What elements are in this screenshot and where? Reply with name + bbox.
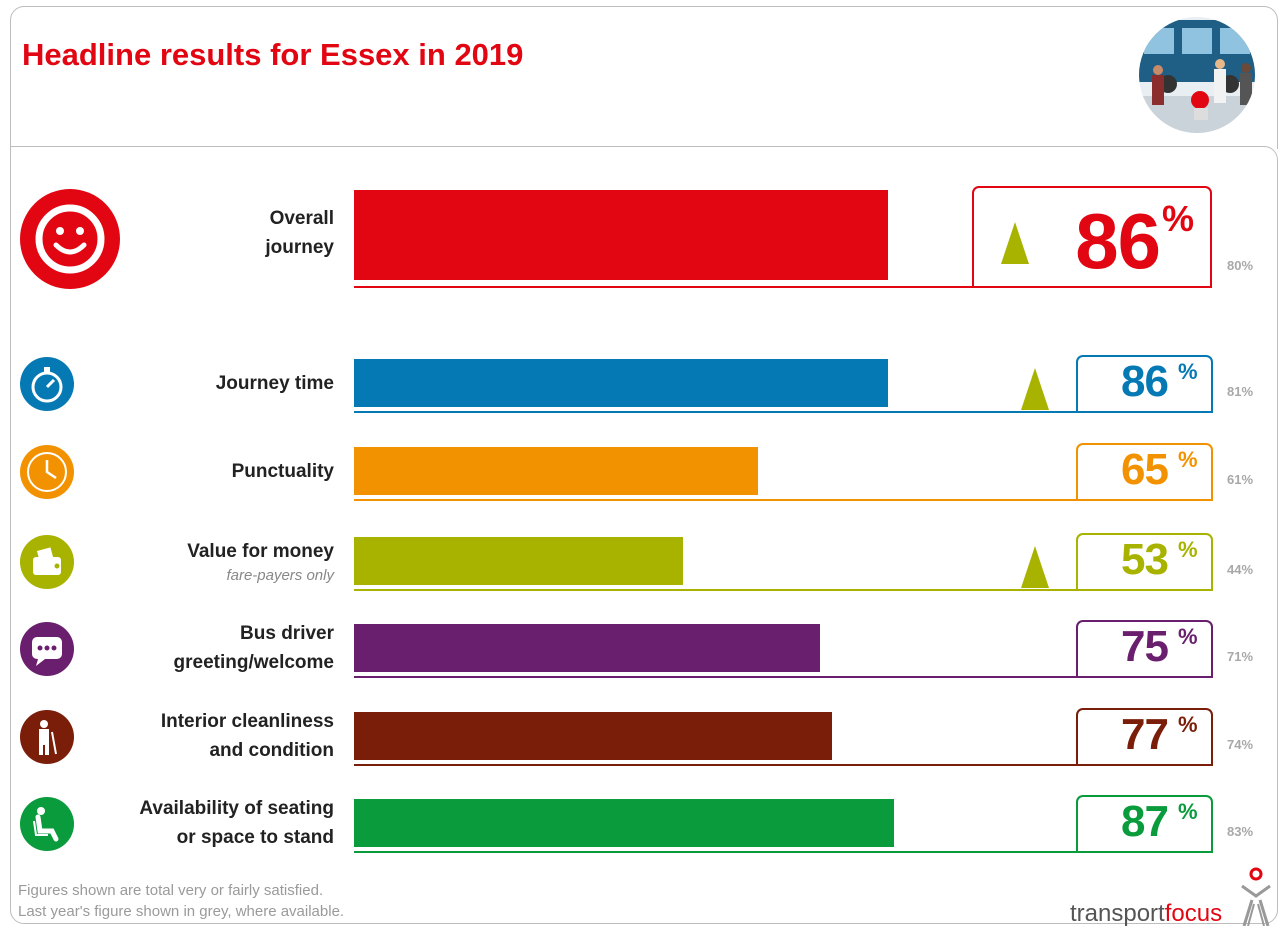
bar	[354, 190, 888, 280]
value-label: 65	[1121, 445, 1169, 494]
category-label: Interior cleanliness and condition	[161, 707, 334, 765]
category-label-line: Punctuality	[231, 460, 334, 482]
footnote-line-1: Figures shown are total very or fairly s…	[18, 882, 324, 899]
increase-arrow-icon	[1021, 368, 1049, 410]
footnote-line-2: Last year's figure shown in grey, where …	[18, 903, 345, 920]
percent-sign: %	[1178, 537, 1198, 562]
clock-icon	[18, 443, 76, 506]
percent-sign: %	[1178, 359, 1198, 384]
bar	[354, 537, 683, 585]
bar-baseline	[354, 851, 1213, 853]
bus-passengers-photo	[1139, 17, 1255, 133]
increase-arrow-icon	[1001, 222, 1029, 264]
previous-year-value: 61%	[1227, 472, 1254, 487]
bar	[354, 624, 820, 672]
value-label: 87	[1121, 797, 1169, 846]
category-label: Availability of seating or space to stand	[139, 794, 334, 852]
bar-baseline	[354, 589, 1213, 591]
percent-sign: %	[1162, 198, 1195, 239]
transportfocus-logo	[1241, 867, 1271, 926]
previous-year-value: 44%	[1227, 562, 1254, 577]
value-label: 86	[1121, 357, 1169, 406]
cleaner-icon	[18, 708, 76, 771]
category-sublabel: fare-payers only	[226, 566, 334, 584]
bar-baseline	[354, 286, 1212, 288]
value-label: 86	[1075, 197, 1161, 285]
brand-part-1: transport	[1070, 900, 1165, 927]
increase-arrow-icon	[1021, 546, 1049, 588]
bar	[354, 447, 758, 495]
brand-wordmark: transportfocus	[1070, 900, 1222, 928]
value-box	[1076, 533, 1213, 589]
previous-year-value: 80%	[1227, 258, 1254, 273]
brand-part-2: focus	[1164, 900, 1223, 927]
category-label-line: or space to stand	[176, 827, 334, 848]
stopwatch-icon	[18, 355, 76, 418]
page-title: Headline results for Essex in 2019	[22, 37, 524, 72]
bar	[354, 799, 894, 847]
chart-panel	[10, 146, 1278, 924]
value-box	[1076, 708, 1213, 764]
bar-baseline	[354, 764, 1213, 766]
value-box	[1076, 355, 1213, 411]
category-label: Punctuality	[232, 457, 334, 486]
bar	[354, 712, 832, 760]
category-label-line: Overall	[269, 208, 334, 229]
category-label-line: greeting/welcome	[173, 652, 335, 673]
category-label: Bus driver greeting/welcome	[174, 619, 335, 677]
category-label: Value for money fare-payers only	[187, 537, 334, 586]
category-label: Journey time	[216, 369, 334, 398]
category-label-line: Availability of seating	[139, 798, 334, 819]
percent-sign: %	[1178, 712, 1198, 737]
seated-person-icon	[18, 795, 76, 858]
wallet-icon	[18, 533, 76, 596]
bar-baseline	[354, 499, 1213, 501]
category-label-line: Bus driver	[240, 623, 334, 644]
smiley-icon	[18, 187, 122, 296]
value-box	[972, 186, 1212, 286]
category-label-line: Interior cleanliness	[160, 711, 334, 732]
previous-year-value: 71%	[1227, 649, 1254, 664]
bar-baseline	[354, 676, 1213, 678]
value-label: 75	[1121, 622, 1169, 671]
value-label: 77	[1121, 710, 1169, 759]
percent-sign: %	[1178, 799, 1198, 824]
value-box	[1076, 620, 1213, 676]
category-label: Overall journey	[265, 204, 334, 262]
value-label: 53	[1121, 535, 1169, 584]
bar-baseline	[354, 411, 1213, 413]
category-label-line: journey	[265, 237, 334, 258]
previous-year-value: 74%	[1227, 737, 1254, 752]
category-label-line: and condition	[209, 740, 334, 761]
value-box	[1076, 795, 1213, 851]
percent-sign: %	[1178, 447, 1198, 472]
percent-sign: %	[1178, 624, 1198, 649]
header-panel	[10, 6, 1278, 149]
value-box	[1076, 443, 1213, 499]
category-label-line: Journey time	[215, 372, 334, 394]
previous-year-value: 83%	[1227, 824, 1254, 839]
bar	[354, 359, 888, 407]
previous-year-value: 81%	[1227, 384, 1254, 399]
footnote: Figures shown are total very or fairly s…	[18, 880, 344, 922]
category-label-line: Value for money	[187, 540, 334, 562]
speech-bubble-icon	[18, 620, 76, 683]
